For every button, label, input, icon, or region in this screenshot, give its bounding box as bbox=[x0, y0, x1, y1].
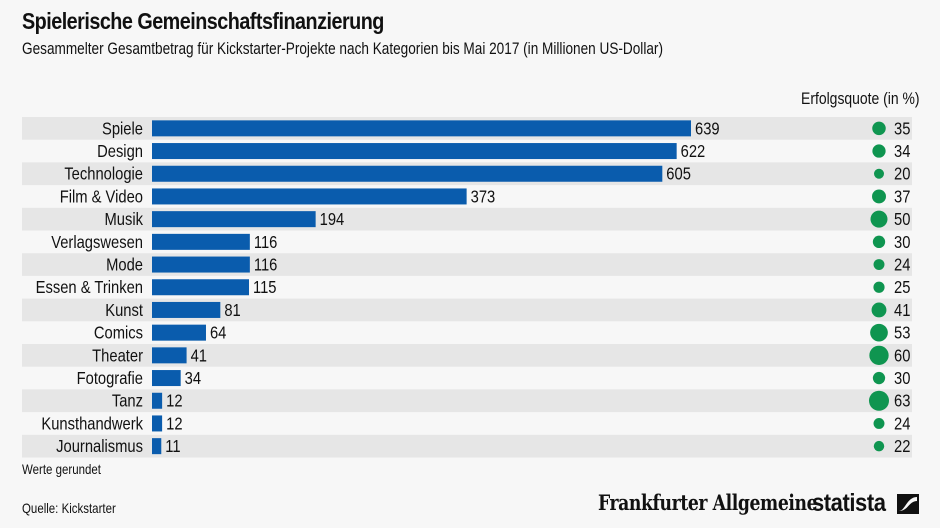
category-label: Kunst bbox=[105, 301, 143, 321]
value-label: 373 bbox=[471, 187, 496, 207]
success-rate-dot bbox=[869, 390, 889, 411]
bar bbox=[152, 211, 316, 228]
category-label: Mode bbox=[106, 255, 143, 275]
category-label: Musik bbox=[104, 210, 143, 230]
value-label: 116 bbox=[254, 233, 278, 253]
bar bbox=[152, 392, 163, 409]
success-rate-dot bbox=[870, 323, 888, 342]
success-rate-label: 60 bbox=[894, 346, 910, 366]
value-label: 639 bbox=[695, 119, 720, 139]
success-rate-dot bbox=[872, 121, 886, 136]
bar bbox=[152, 143, 677, 160]
success-rate-dot bbox=[872, 235, 886, 249]
value-label: 34 bbox=[185, 369, 201, 389]
source-label: Quelle: Kickstarter bbox=[22, 500, 116, 516]
success-rate-label: 24 bbox=[894, 414, 910, 434]
bar bbox=[152, 256, 250, 273]
success-rate-label: 53 bbox=[894, 323, 910, 343]
bar bbox=[152, 301, 221, 318]
success-rate-label: 37 bbox=[894, 187, 910, 207]
success-rate-dot bbox=[872, 371, 886, 385]
category-label: Film & Video bbox=[60, 187, 143, 207]
category-label: Verlagswesen bbox=[51, 233, 143, 253]
success-rate-dot bbox=[872, 189, 886, 204]
value-label: 41 bbox=[191, 346, 207, 366]
success-rate-dot bbox=[869, 345, 889, 366]
success-rate-dot bbox=[873, 259, 885, 271]
value-label: 194 bbox=[320, 210, 345, 230]
statista-logo-icon bbox=[897, 494, 919, 514]
success-rate-label: 20 bbox=[894, 164, 910, 184]
success-rate-label: 41 bbox=[894, 301, 910, 321]
faz-logo: Frankfurter Allgemeine bbox=[598, 490, 818, 515]
value-label: 81 bbox=[224, 301, 240, 321]
category-label: Tanz bbox=[112, 391, 143, 411]
success-rate-label: 25 bbox=[894, 278, 910, 298]
success-rate-dot bbox=[873, 281, 885, 293]
row-background bbox=[22, 344, 912, 367]
success-rate-label: 50 bbox=[894, 210, 910, 230]
bar bbox=[152, 324, 206, 341]
bar bbox=[152, 233, 250, 250]
category-label: Theater bbox=[92, 346, 143, 366]
bar bbox=[152, 370, 181, 387]
category-label: Fotografie bbox=[77, 369, 143, 389]
chart-title: Spielerische Gemeinschaftsfinanzierung bbox=[22, 8, 384, 34]
rounding-note: Werte gerundet bbox=[22, 461, 101, 477]
row-background bbox=[22, 298, 912, 322]
value-label: 11 bbox=[165, 437, 180, 457]
category-label: Kunsthandwerk bbox=[41, 414, 143, 434]
success-rate-dot bbox=[870, 210, 888, 228]
value-label: 12 bbox=[166, 414, 182, 434]
category-label: Design bbox=[97, 142, 143, 162]
category-label: Journalismus bbox=[56, 437, 143, 457]
value-label: 622 bbox=[681, 142, 706, 162]
success-rate-label: 34 bbox=[894, 142, 910, 162]
bar bbox=[152, 438, 162, 455]
success-rate-dot bbox=[873, 440, 885, 452]
category-label: Technologie bbox=[64, 164, 143, 184]
bar bbox=[152, 347, 187, 364]
success-rate-dot bbox=[871, 302, 887, 318]
success-rate-dot bbox=[874, 168, 884, 179]
value-label: 64 bbox=[210, 323, 226, 343]
value-label: 115 bbox=[253, 278, 277, 298]
success-rate-label: 30 bbox=[894, 233, 910, 253]
category-label: Essen & Trinken bbox=[36, 278, 143, 298]
success-rate-label: 63 bbox=[894, 391, 910, 411]
row-background bbox=[22, 434, 912, 458]
bar bbox=[152, 120, 691, 137]
success-rate-label: 35 bbox=[894, 119, 910, 139]
success-rate-dot bbox=[873, 417, 885, 429]
success-rate-header: Erfolgsquote (in %) bbox=[801, 89, 920, 108]
value-label: 116 bbox=[254, 255, 278, 275]
value-label: 12 bbox=[166, 391, 182, 411]
success-rate-dot bbox=[872, 144, 886, 158]
success-rate-label: 22 bbox=[894, 437, 910, 457]
bar bbox=[152, 165, 663, 182]
chart-subtitle: Gesammelter Gesamtbetrag für Kickstarter… bbox=[22, 39, 663, 58]
bar bbox=[152, 279, 250, 296]
category-label: Comics bbox=[94, 323, 143, 343]
row-background bbox=[22, 389, 912, 413]
bar bbox=[152, 415, 163, 432]
success-rate-label: 24 bbox=[894, 255, 910, 275]
statista-logo: statista bbox=[812, 489, 886, 517]
value-label: 605 bbox=[666, 164, 691, 184]
bar bbox=[152, 188, 467, 205]
category-label: Spiele bbox=[102, 119, 143, 139]
success-rate-label: 30 bbox=[894, 369, 910, 389]
